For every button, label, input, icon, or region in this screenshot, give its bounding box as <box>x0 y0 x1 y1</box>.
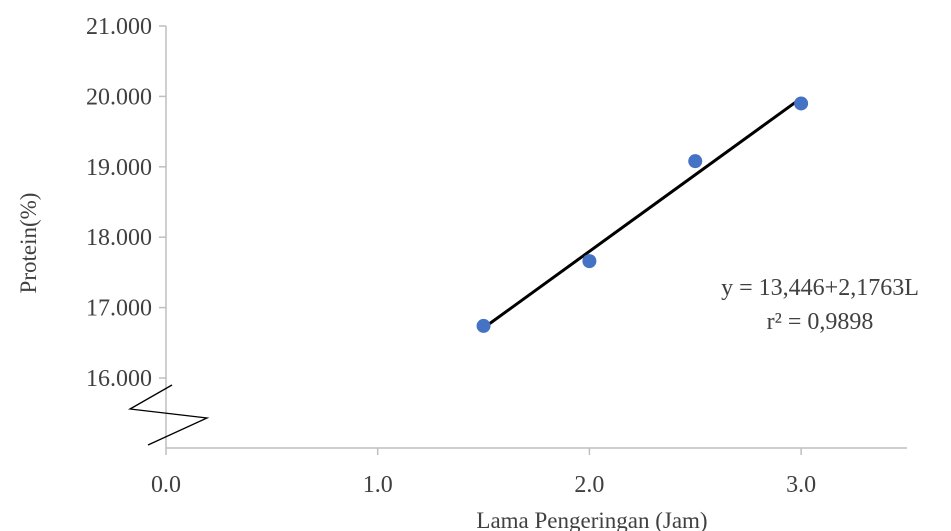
x-tick-label: 0.0 <box>151 472 181 498</box>
y-tick-label: 20.000 <box>86 84 152 110</box>
y-tick-label: 21.000 <box>86 14 152 40</box>
axis-break-mark <box>127 384 210 446</box>
trendline <box>482 96 802 330</box>
y-tick-label: 17.000 <box>86 296 152 322</box>
x-tick-label: 1.0 <box>363 472 393 498</box>
data-point <box>794 96 809 111</box>
y-tick-label: 19.000 <box>86 155 152 181</box>
x-tick-label: 3.0 <box>786 472 816 498</box>
x-tick-label: 2.0 <box>574 472 604 498</box>
data-point <box>688 154 703 169</box>
y-axis-title: Protein(%) <box>16 193 41 294</box>
x-axis-title: Lama Pengeringan (Jam) <box>476 508 707 531</box>
y-tick-label: 16.000 <box>86 366 152 392</box>
data-points <box>476 96 809 333</box>
y-axis-ticks: 16.000 17.000 18.000 19.000 20.000 21.000 <box>86 14 166 392</box>
trendline-equation: y = 13,446+2,1763L <box>721 275 919 301</box>
x-axis-ticks: 0.0 1.0 2.0 3.0 <box>151 448 816 498</box>
r-squared-label: r² = 0,9898 <box>767 309 874 335</box>
y-tick-label: 18.000 <box>86 225 152 251</box>
data-point <box>476 318 491 333</box>
data-point <box>582 254 597 269</box>
